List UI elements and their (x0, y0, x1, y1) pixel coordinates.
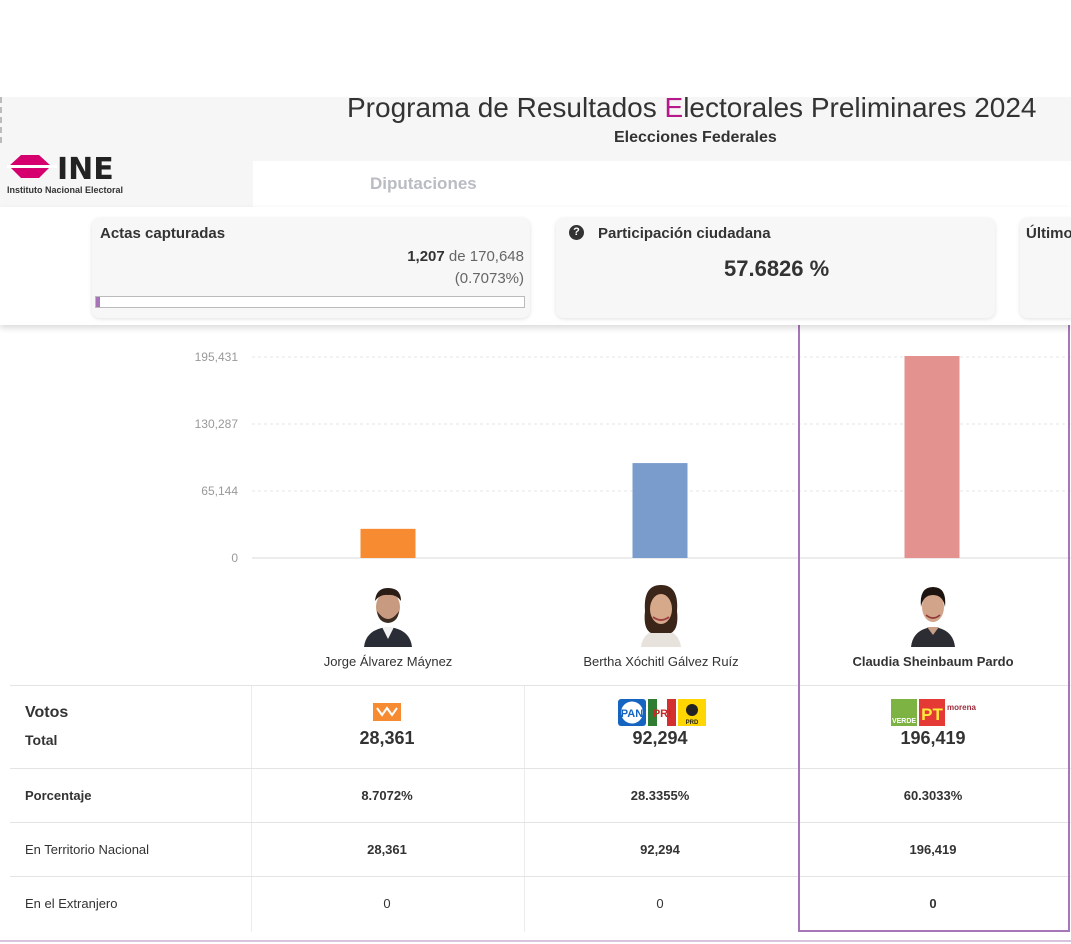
total-label: Total (25, 732, 58, 748)
page-subtitle: Elecciones Federales (614, 129, 777, 146)
pri-text: PRI (653, 708, 671, 720)
votes-total: 92,294 (632, 728, 688, 748)
territorio-label: En Territorio Nacional (25, 842, 150, 857)
stats-band: Actas capturadas 1,207 de 170,648 (0.707… (0, 207, 1071, 325)
porcentaje-row: Porcentaje 8.7072% 28.3355% 60.3033% (10, 768, 1071, 822)
page-title: Programa de Resultados Electorales Preli… (347, 92, 1037, 123)
bar-1[interactable] (360, 528, 416, 558)
porcentaje-cell: 60.3033% (903, 788, 963, 803)
actas-progress-bar (95, 296, 525, 308)
ultimo-card: Último (1020, 218, 1071, 318)
votos-row: Votos Total 28,361 PAN PRI (10, 685, 1071, 768)
votos-label: Votos (25, 704, 69, 721)
candidate-card-jorge[interactable]: Jorge Álvarez Máynez (252, 575, 524, 685)
actas-percent: (0.7073%) (454, 270, 524, 287)
extranjero-cell: 0 (656, 896, 664, 911)
prd-text: PRD (686, 720, 699, 726)
candidate-photo-bertha (641, 585, 681, 647)
bar-3[interactable] (904, 355, 960, 558)
help-icon[interactable]: ? (569, 225, 584, 240)
actas-label: Actas capturadas (100, 225, 226, 242)
candidate-name: Jorge Álvarez Máynez (323, 654, 453, 669)
results-chart: 195,431 130,287 65,144 0 (10, 325, 1071, 685)
territorio-cell: 196,419 (909, 842, 957, 857)
morena-text: morena (947, 703, 976, 712)
tab-diputaciones[interactable]: Diputaciones (370, 174, 477, 193)
porcentaje-label: Porcentaje (25, 788, 92, 803)
participacion-card: ? Participación ciudadana 57.6826 % (556, 218, 995, 318)
y-tick-label: 65,144 (201, 484, 238, 498)
extranjero-cell: 0 (383, 896, 391, 911)
actas-progress-fill (96, 297, 100, 307)
extranjero-row: En el Extranjero 0 0 0 (10, 876, 1071, 931)
verde-text: VERDE (892, 718, 916, 725)
y-tick-label: 0 (231, 551, 238, 565)
pt-text: PT (921, 705, 943, 724)
ultimo-label: Último (1026, 225, 1071, 242)
party-logos-mc (251, 698, 523, 728)
verde-pt-morena-logo-icon: VERDE PT morena (891, 699, 976, 726)
candidate-photo-jorge (364, 588, 412, 647)
porcentaje-cell: 28.3355% (630, 788, 690, 803)
ine-logo-text: INE (57, 152, 114, 187)
participacion-label: Participación ciudadana (598, 225, 771, 242)
ine-logo-caption: Instituto Nacional Electoral (7, 185, 124, 195)
y-tick-label: 195,431 (195, 350, 239, 364)
votes-total: 28,361 (359, 728, 415, 748)
bottom-border (0, 940, 1071, 942)
participacion-value: 57.6826 % (724, 256, 830, 281)
actas-card: Actas capturadas 1,207 de 170,648 (0.707… (92, 218, 530, 318)
extranjero-label: En el Extranjero (25, 896, 118, 911)
bar-2[interactable] (632, 463, 688, 558)
column-divider (251, 685, 252, 932)
actas-count: 1,207 de 170,648 (407, 248, 524, 265)
column-divider (524, 685, 525, 932)
pan-pri-prd-logo-icon: PAN PRI PRD (618, 699, 706, 726)
mc-logo-icon (373, 703, 401, 721)
candidate-card-bertha[interactable]: Bertha Xóchitl Gálvez Ruíz (525, 575, 797, 685)
pan-text: PAN (621, 708, 643, 720)
party-logos-shh: VERDE PT morena (797, 698, 1069, 728)
extranjero-cell: 0 (929, 896, 937, 911)
candidate-name: Claudia Sheinbaum Pardo (852, 654, 1014, 669)
candidate-card-claudia[interactable]: Claudia Sheinbaum Pardo (797, 575, 1069, 685)
territorio-row: En Territorio Nacional 28,361 92,294 196… (10, 822, 1071, 876)
window-edge (0, 97, 2, 143)
porcentaje-cell: 8.7072% (361, 788, 413, 803)
party-logos-fuerza: PAN PRI PRD (524, 698, 796, 728)
candidate-name: Bertha Xóchitl Gálvez Ruíz (583, 654, 739, 669)
votes-total: 196,419 (900, 728, 966, 748)
candidate-photo-claudia (911, 587, 955, 647)
nav-bar (253, 161, 1071, 207)
territorio-cell: 92,294 (640, 842, 680, 857)
ine-logo[interactable]: INE (7, 152, 157, 197)
territorio-cell: 28,361 (367, 842, 407, 857)
y-tick-label: 130,287 (195, 417, 239, 431)
chart-svg: 195,431 130,287 65,144 0 (195, 350, 1071, 565)
